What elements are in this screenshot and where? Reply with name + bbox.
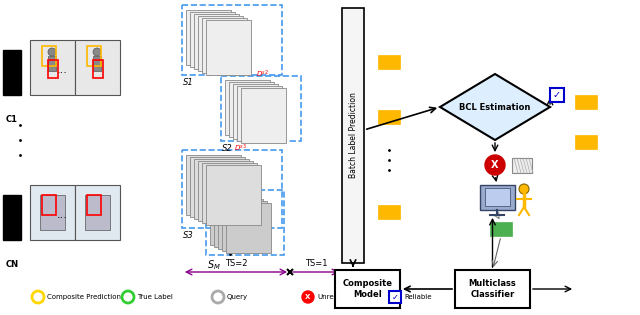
Text: Batch Label Prediction: Batch Label Prediction <box>349 93 358 178</box>
FancyBboxPatch shape <box>218 199 263 249</box>
FancyBboxPatch shape <box>550 88 564 102</box>
Text: X: X <box>305 294 310 300</box>
FancyBboxPatch shape <box>480 185 515 210</box>
FancyBboxPatch shape <box>3 195 21 240</box>
FancyBboxPatch shape <box>342 8 364 263</box>
Text: S2: S2 <box>222 144 233 153</box>
FancyBboxPatch shape <box>226 203 271 253</box>
FancyBboxPatch shape <box>455 270 530 308</box>
Text: Reliable: Reliable <box>404 294 431 300</box>
FancyBboxPatch shape <box>335 270 400 308</box>
Text: ✓: ✓ <box>553 90 561 100</box>
FancyBboxPatch shape <box>237 86 282 141</box>
FancyBboxPatch shape <box>214 197 259 247</box>
Text: Unreliable: Unreliable <box>317 294 353 300</box>
FancyBboxPatch shape <box>206 20 251 75</box>
Text: BCL Estimation: BCL Estimation <box>460 102 531 112</box>
FancyBboxPatch shape <box>186 155 241 215</box>
Text: TS=1: TS=1 <box>305 259 327 268</box>
FancyBboxPatch shape <box>85 195 110 230</box>
Circle shape <box>485 155 505 175</box>
Text: $D^{s3}$: $D^{s3}$ <box>234 143 247 154</box>
Text: Composite Prediction: Composite Prediction <box>47 294 121 300</box>
FancyBboxPatch shape <box>40 195 65 230</box>
Text: ✓: ✓ <box>392 293 399 301</box>
FancyBboxPatch shape <box>75 40 120 95</box>
Text: S1: S1 <box>183 78 194 87</box>
Text: ...: ... <box>56 65 67 75</box>
FancyBboxPatch shape <box>229 82 274 137</box>
FancyBboxPatch shape <box>198 161 253 221</box>
Text: True Label: True Label <box>137 294 173 300</box>
FancyBboxPatch shape <box>222 201 267 251</box>
Circle shape <box>519 184 529 194</box>
FancyBboxPatch shape <box>194 14 239 69</box>
FancyBboxPatch shape <box>485 188 510 206</box>
FancyBboxPatch shape <box>512 158 532 173</box>
Polygon shape <box>440 74 550 140</box>
FancyBboxPatch shape <box>202 163 257 223</box>
Circle shape <box>212 291 224 303</box>
FancyBboxPatch shape <box>3 50 21 95</box>
FancyBboxPatch shape <box>194 159 249 219</box>
FancyBboxPatch shape <box>190 157 245 217</box>
Text: Multiclass
Classifier: Multiclass Classifier <box>468 279 516 299</box>
FancyBboxPatch shape <box>378 55 400 69</box>
FancyBboxPatch shape <box>190 12 235 67</box>
Text: X: X <box>492 160 499 170</box>
FancyBboxPatch shape <box>575 95 597 109</box>
FancyBboxPatch shape <box>75 185 120 240</box>
FancyBboxPatch shape <box>186 10 231 65</box>
Circle shape <box>302 291 314 303</box>
Text: CN: CN <box>5 260 19 269</box>
Circle shape <box>32 291 44 303</box>
FancyBboxPatch shape <box>225 80 270 135</box>
FancyBboxPatch shape <box>93 56 101 71</box>
FancyBboxPatch shape <box>48 56 56 71</box>
FancyBboxPatch shape <box>378 205 400 219</box>
Text: $D^{s2}$: $D^{s2}$ <box>256 69 269 80</box>
FancyBboxPatch shape <box>30 40 75 95</box>
Text: Query: Query <box>227 294 248 300</box>
Text: ...: ... <box>56 210 67 220</box>
Text: S3: S3 <box>183 231 194 240</box>
FancyBboxPatch shape <box>210 195 255 245</box>
Text: C1: C1 <box>6 115 18 124</box>
Text: Composite
Model: Composite Model <box>342 279 392 299</box>
Text: $S_M$: $S_M$ <box>207 258 221 272</box>
Circle shape <box>122 291 134 303</box>
FancyBboxPatch shape <box>206 165 261 225</box>
Ellipse shape <box>48 48 56 56</box>
FancyBboxPatch shape <box>30 185 75 240</box>
FancyBboxPatch shape <box>202 18 247 73</box>
FancyBboxPatch shape <box>241 88 286 143</box>
FancyBboxPatch shape <box>198 16 243 71</box>
FancyBboxPatch shape <box>575 135 597 149</box>
FancyBboxPatch shape <box>389 291 401 303</box>
FancyBboxPatch shape <box>378 110 400 124</box>
FancyBboxPatch shape <box>490 222 512 236</box>
Text: TS=2: TS=2 <box>225 259 247 268</box>
FancyBboxPatch shape <box>233 84 278 139</box>
Ellipse shape <box>93 48 101 56</box>
